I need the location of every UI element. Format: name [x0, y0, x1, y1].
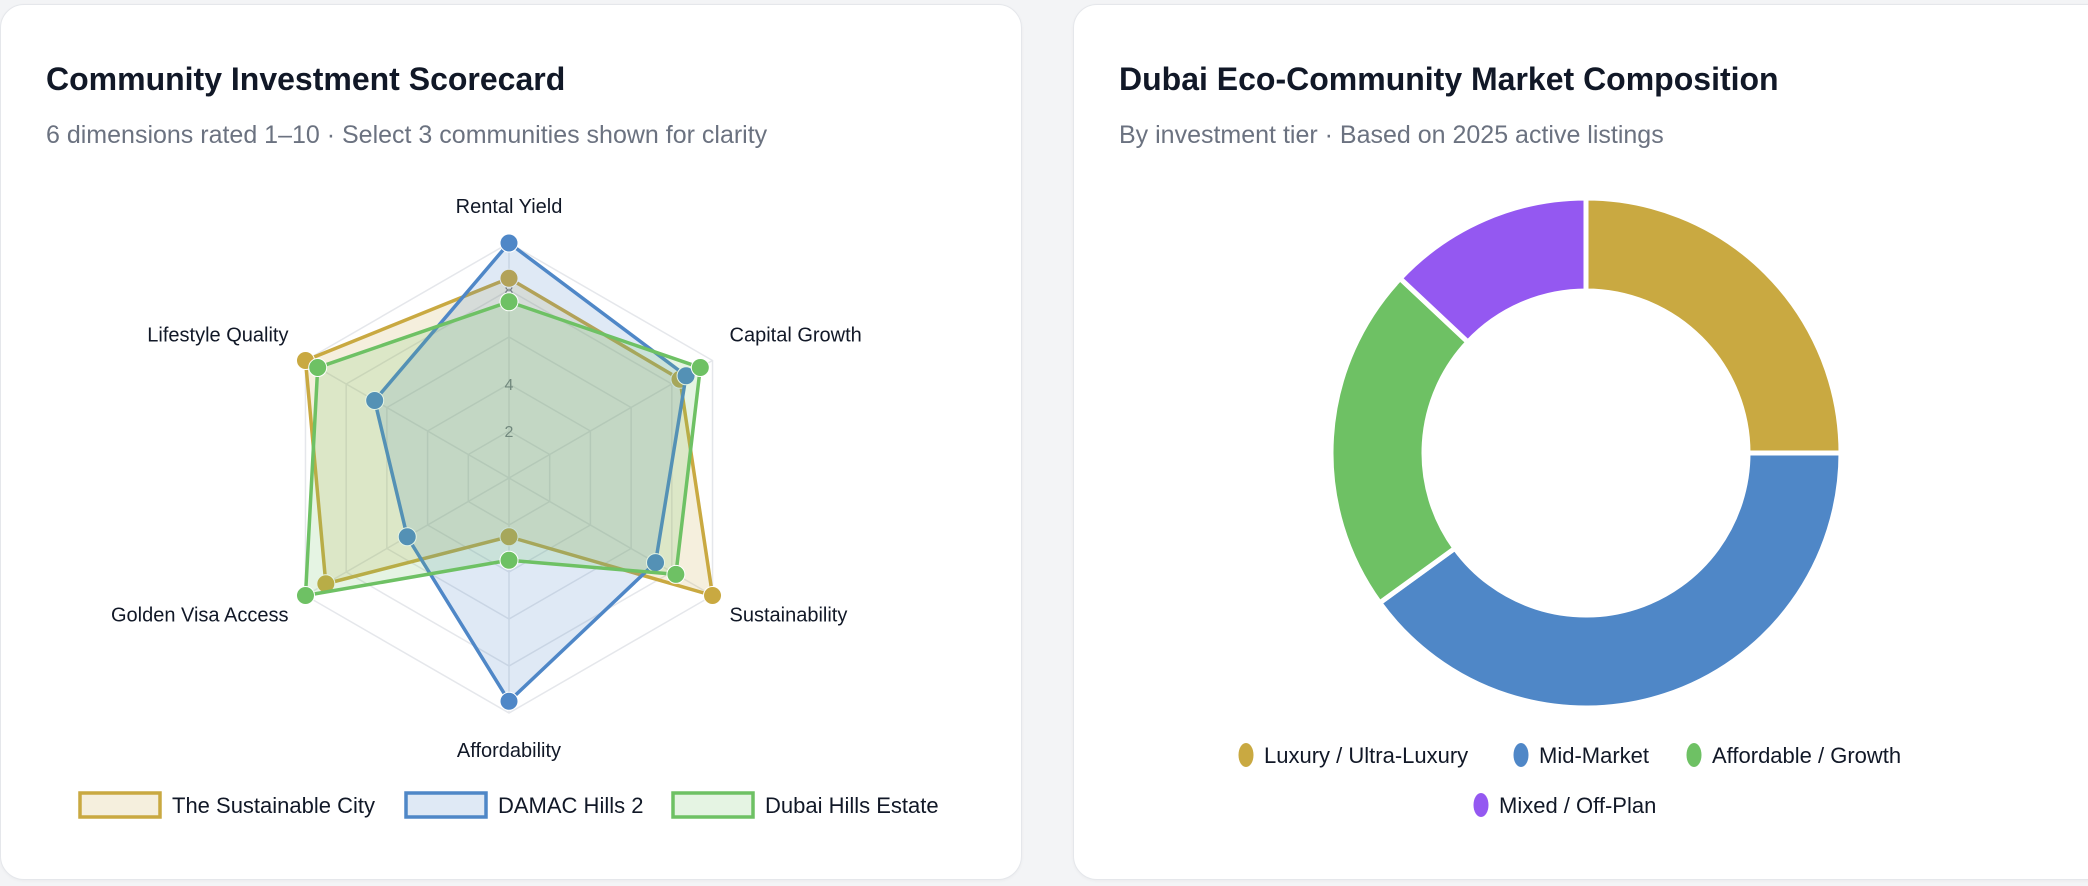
donut-slice-mixed-off-plan[interactable]: [1396, 195, 1589, 346]
radar-point[interactable]: [308, 358, 328, 378]
legend-item-dubai-hills-estate[interactable]: Dubai Hills Estate: [671, 791, 939, 819]
legend-marker: [1513, 743, 1529, 767]
donut-title: Dubai Eco-Community Market Composition: [1119, 61, 1779, 97]
legend-marker: [1686, 743, 1702, 767]
legend-item-affordable-growth[interactable]: Affordable / Growth: [1686, 743, 1902, 768]
radar-point[interactable]: [499, 233, 519, 253]
radar-tick-label: 8: [505, 283, 514, 300]
donut-chart: Luxury / Ultra-Luxury Mid-Market Affordabl…: [1238, 195, 1902, 818]
donut-legend: Luxury / Ultra-Luxury Mid-Market Affordabl…: [1238, 743, 1902, 818]
donut-slice-luxury-ultra-luxury[interactable]: [1583, 195, 1844, 456]
donut-slice-affordable-growth[interactable]: [1328, 274, 1472, 607]
legend-label: The Sustainable City: [172, 793, 375, 818]
legend-item-the-sustainable-city[interactable]: The Sustainable City: [78, 791, 375, 819]
radar-legend: The Sustainable City DAMAC Hills 2 Dubai H…: [78, 791, 939, 819]
legend-label: Affordable / Growth: [1712, 743, 1901, 768]
radar-point[interactable]: [499, 292, 519, 312]
legend-marker: [1473, 793, 1489, 817]
radar-title: Community Investment Scorecard: [46, 61, 566, 97]
radar-point[interactable]: [499, 527, 519, 547]
radar-tick-label: 4: [505, 377, 514, 394]
radar-spoke: [305, 359, 510, 479]
radar-point[interactable]: [676, 366, 696, 386]
legend-item-mixed-off-plan[interactable]: Mixed / Off-Plan: [1473, 793, 1657, 818]
radar-axis-label: Rental Yield: [456, 196, 563, 218]
radar-axis-label: Golden Visa Access: [111, 605, 289, 627]
radar-series-damac-hills-2: [365, 233, 696, 711]
radar-point[interactable]: [499, 691, 519, 711]
donut-subtitle: By investment tier · Based on 2025 activ…: [1119, 121, 1664, 149]
radar-point[interactable]: [690, 358, 710, 378]
legend-label: Mixed / Off-Plan: [1499, 793, 1656, 818]
donut-slice-mid-market[interactable]: [1376, 450, 1844, 711]
radar-point[interactable]: [703, 586, 723, 605]
radar-axis-label: Affordability: [457, 740, 561, 762]
legend-swatch: [671, 791, 755, 819]
legend-item-mid-market[interactable]: Mid-Market: [1513, 743, 1650, 768]
legend-swatch: [404, 791, 488, 819]
radar-card: Community Investment Scorecard 6 dimensi…: [0, 4, 1022, 880]
legend-label: DAMAC Hills 2: [498, 793, 643, 818]
radar-axis-label: Capital Growth: [730, 325, 862, 347]
legend-label: Dubai Hills Estate: [765, 793, 939, 818]
radar-point[interactable]: [397, 527, 417, 547]
radar-axis-label: Lifestyle Quality: [147, 325, 288, 347]
legend-item-damac-hills-2[interactable]: DAMAC Hills 2: [404, 791, 643, 819]
radar-point[interactable]: [295, 586, 315, 605]
radar-axis-label: Sustainability: [730, 605, 848, 627]
radar-point[interactable]: [499, 268, 519, 288]
radar-tick-label: 2: [505, 424, 514, 441]
radar-point[interactable]: [499, 550, 519, 570]
donut-card: Dubai Eco-Community Market Composition B…: [1073, 4, 2088, 880]
radar-point[interactable]: [666, 564, 686, 584]
radar-subtitle: 6 dimensions rated 1–10 · Select 3 commu…: [46, 121, 768, 149]
legend-item-luxury-ultra-luxury[interactable]: Luxury / Ultra-Luxury: [1238, 743, 1469, 768]
legend-marker: [1238, 743, 1254, 767]
legend-swatch: [78, 791, 162, 819]
radar-point[interactable]: [365, 390, 385, 410]
radar-series-dubai-hills-estate: [295, 292, 710, 605]
legend-label: Luxury / Ultra-Luxury: [1264, 743, 1468, 768]
legend-label: Mid-Market: [1539, 743, 1649, 768]
donut-slices: [1328, 195, 1844, 711]
